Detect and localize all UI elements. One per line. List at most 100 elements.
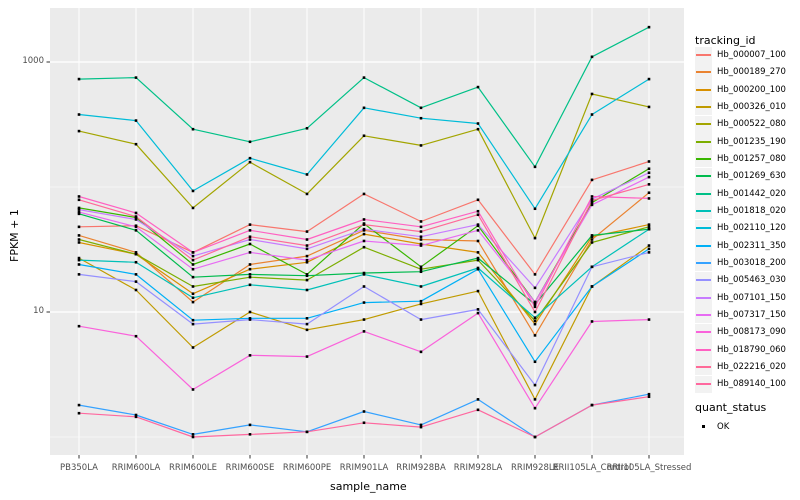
data-point [305,247,309,251]
legend-entry-label: Hb_001257_080 [717,153,786,164]
data-point [77,129,81,133]
data-point [191,206,195,210]
legend-key-swatch [695,115,712,133]
data-point [533,273,537,276]
data-point [134,252,138,256]
data-point [362,245,366,249]
data-point [533,383,537,387]
data-point [77,403,81,407]
x-tick-label-RRIM928LE: RRIM928LE [511,463,559,473]
data-point [476,256,480,260]
data-point [362,232,366,236]
data-point [77,258,81,262]
data-point [533,300,537,304]
data-point [476,198,480,202]
data-point [248,140,252,144]
data-point [476,209,480,213]
data-point [191,433,195,436]
data-point [248,223,252,226]
data-point [248,310,252,314]
data-point [248,263,252,266]
data-point [305,355,309,358]
data-point [362,301,366,304]
data-point [647,183,651,186]
data-point [362,106,366,110]
legend-key-swatch [695,358,712,376]
data-point [647,318,651,321]
legend-entry-label: Hb_000007_100 [717,50,786,60]
data-point [362,227,366,231]
data-point [647,225,651,229]
data-point [419,302,423,306]
legend-entry-label: Hb_008173_090 [717,327,786,338]
data-point [248,156,252,160]
data-point [134,76,138,79]
data-point [533,360,537,364]
data-point [362,239,366,243]
legend-entry-quant-OK: OK [695,418,729,435]
data-point [419,270,423,274]
x-tick-label-RRIM600LE: RRIM600LE [169,463,217,473]
legend-entry-Hb_000007_100: Hb_000007_100 [695,46,786,64]
data-point [419,285,423,288]
x-tick-label-RRIM600SE: RRIM600SE [225,463,275,473]
legend-entry-Hb_002311_350: Hb_002311_350 [695,237,786,255]
data-point [590,241,594,244]
data-point [191,263,195,266]
legend-entry-Hb_007317_150: Hb_007317_150 [695,306,786,324]
data-point [590,320,594,323]
legend-key-swatch [695,375,712,393]
data-point [248,283,252,287]
data-point [647,171,651,175]
data-point [248,251,252,254]
data-point [134,273,138,276]
data-point [305,258,309,262]
legend-key-swatch [695,81,712,99]
data-point [305,317,309,320]
data-point [362,410,366,413]
data-point [248,273,252,276]
data-point [647,191,651,195]
data-point [533,310,537,314]
data-point [77,234,81,237]
legend-entry-Hb_000200_100: Hb_000200_100 [695,81,786,99]
data-point [191,322,195,326]
legend-entry-label: Hb_000326_010 [717,101,786,112]
legend-entry-label: Hb_000200_100 [717,84,786,95]
legend-entry-Hb_000522_080: Hb_000522_080 [695,115,786,133]
data-point [248,354,252,357]
legend-entry-label: Hb_000522_080 [717,119,786,130]
data-point [191,127,195,131]
data-point [191,285,195,288]
data-point [134,334,138,338]
x-tick-label-RRII105LA_Control: RRII105LA_Control [552,463,632,473]
legend-entry-label: Hb_002110_120 [717,223,786,234]
data-point [419,230,423,233]
data-point [476,267,480,271]
data-point [647,105,651,109]
data-point [134,280,138,283]
data-point [590,234,594,237]
y-axis-title: FPKM + 1 [8,209,21,262]
data-point [362,271,366,275]
data-point [647,175,651,179]
legend-key-swatch [695,306,712,324]
legend-key-swatch [695,63,712,81]
data-point [419,106,423,110]
legend-entry-label: Hb_001442_020 [717,188,786,199]
data-point [305,244,309,247]
legend-entry-label: OK [717,421,730,432]
data-point [191,251,195,254]
data-point [362,421,366,425]
data-point [191,346,195,349]
data-point [419,235,423,239]
y-tick-label-1000: 1000 [22,56,44,66]
data-point [134,260,138,264]
legend-key-swatch [695,237,712,255]
legend-entry-label: Hb_007101_150 [717,292,786,303]
data-point [533,165,537,169]
data-point [590,403,594,407]
data-point [647,227,651,231]
data-point [134,415,138,419]
data-point [419,265,423,269]
